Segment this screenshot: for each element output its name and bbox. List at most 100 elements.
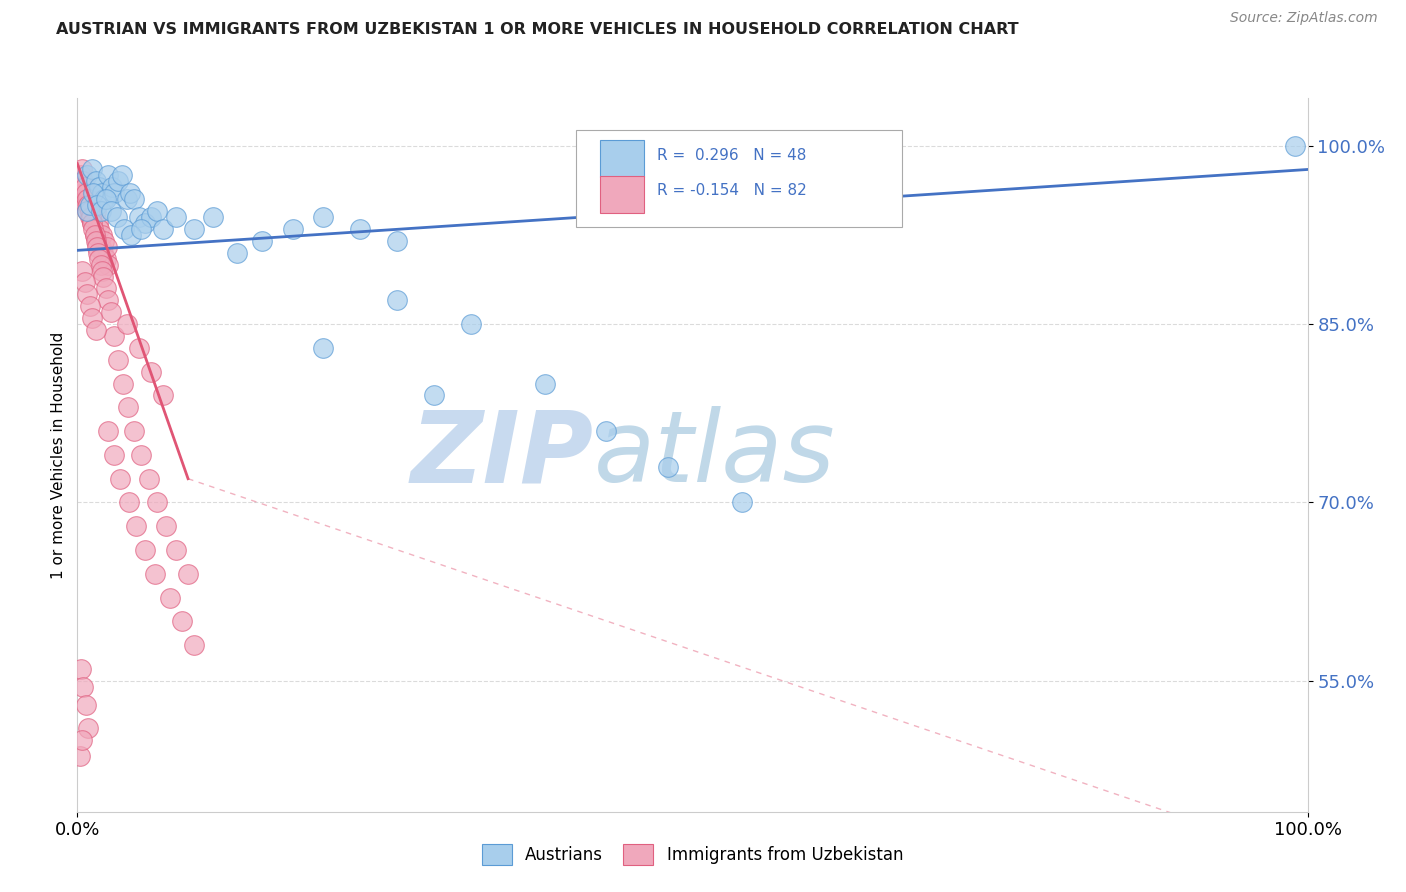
Point <box>385 293 409 308</box>
Point <box>89 222 111 236</box>
Point <box>101 180 124 194</box>
Point <box>103 329 125 343</box>
Point <box>122 424 145 438</box>
Point <box>90 263 114 277</box>
Point <box>125 519 148 533</box>
Point <box>170 615 193 629</box>
Point <box>112 222 135 236</box>
Point <box>84 174 107 188</box>
Point <box>82 162 104 177</box>
Point <box>226 245 249 260</box>
Point <box>141 210 163 224</box>
Point <box>91 269 114 284</box>
Point <box>80 192 103 206</box>
FancyBboxPatch shape <box>600 140 644 178</box>
Legend: Austrians, Immigrants from Uzbekistan: Austrians, Immigrants from Uzbekistan <box>475 838 910 871</box>
Point <box>84 204 107 219</box>
Point <box>70 263 93 277</box>
Point <box>110 472 132 486</box>
Point <box>77 722 100 736</box>
Point <box>79 299 101 313</box>
Point <box>97 169 120 183</box>
Point <box>72 680 94 694</box>
Point <box>103 448 125 462</box>
Point <box>117 401 139 415</box>
Point <box>128 210 150 224</box>
Point <box>87 216 110 230</box>
Point <box>152 388 174 402</box>
Point <box>73 276 96 290</box>
Point <box>159 591 181 605</box>
Point <box>731 495 754 509</box>
Point <box>90 227 114 242</box>
Point <box>75 186 97 201</box>
Point <box>177 566 200 581</box>
Point <box>90 204 112 219</box>
Point <box>122 192 145 206</box>
Point <box>107 174 129 188</box>
Point <box>183 222 205 236</box>
Point <box>76 287 98 301</box>
Point <box>76 204 98 219</box>
Point <box>312 210 335 224</box>
Point <box>534 376 557 391</box>
Point <box>118 495 141 509</box>
Point <box>82 216 104 230</box>
Point <box>155 519 177 533</box>
FancyBboxPatch shape <box>575 130 901 227</box>
Point <box>115 317 138 331</box>
Point <box>97 293 120 308</box>
Y-axis label: 1 or more Vehicles in Household: 1 or more Vehicles in Household <box>51 331 66 579</box>
Point <box>72 174 94 188</box>
Point <box>87 245 110 260</box>
Point <box>75 698 97 712</box>
Point <box>70 174 93 188</box>
Point <box>89 180 111 194</box>
Point <box>152 222 174 236</box>
Point <box>76 204 98 219</box>
Point <box>134 543 156 558</box>
Point <box>79 198 101 212</box>
Point <box>84 323 107 337</box>
Point <box>129 448 153 462</box>
Point <box>93 234 115 248</box>
Point <box>107 352 129 367</box>
Point <box>201 210 224 224</box>
Point <box>76 169 98 183</box>
Point <box>165 543 187 558</box>
Point <box>120 186 142 201</box>
Point <box>100 204 122 219</box>
Text: AUSTRIAN VS IMMIGRANTS FROM UZBEKISTAN 1 OR MORE VEHICLES IN HOUSEHOLD CORRELATI: AUSTRIAN VS IMMIGRANTS FROM UZBEKISTAN 1… <box>56 22 1019 37</box>
Point <box>82 186 104 201</box>
Point <box>80 210 103 224</box>
Point <box>84 234 107 248</box>
Point <box>83 227 105 242</box>
Point <box>82 198 104 212</box>
Point <box>281 222 304 236</box>
Point <box>86 198 108 212</box>
Text: ZIP: ZIP <box>411 407 595 503</box>
Point <box>82 311 104 326</box>
Point <box>77 198 100 212</box>
Point <box>70 733 93 747</box>
Point <box>111 169 132 183</box>
Point <box>423 388 446 402</box>
Point <box>70 162 93 177</box>
Point <box>146 204 169 219</box>
Point <box>94 252 117 266</box>
Point <box>76 192 98 206</box>
Point <box>90 258 112 272</box>
Point <box>73 180 96 194</box>
Point <box>70 180 93 194</box>
Point <box>138 472 160 486</box>
Point <box>93 192 115 206</box>
Point <box>385 234 409 248</box>
Text: R =  0.296   N = 48: R = 0.296 N = 48 <box>657 148 806 162</box>
Point <box>86 240 108 254</box>
Point <box>94 192 117 206</box>
Point <box>105 210 128 224</box>
Point <box>100 305 122 319</box>
Point <box>94 281 117 295</box>
Point <box>86 234 108 248</box>
Point <box>82 222 104 236</box>
